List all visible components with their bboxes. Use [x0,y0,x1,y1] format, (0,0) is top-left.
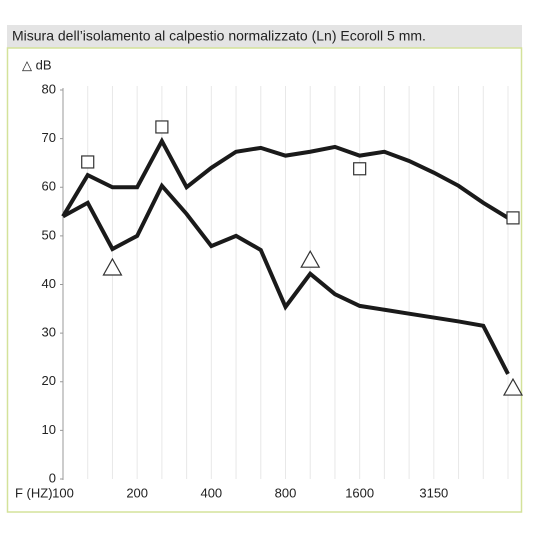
square-marker [353,162,367,176]
x-tick-label: 3150 [419,485,448,500]
data-line [62,182,510,375]
y-tick-label: 10 [42,422,56,437]
data-line [61,136,510,220]
title-bar [7,25,522,48]
triangle-marker [300,249,321,268]
y-tick-label: 70 [42,130,56,145]
x-tick-label: 1600 [345,485,374,500]
frame [6,47,523,513]
y-tick-label: 40 [42,276,56,291]
chart-title: Misura dell’isolamento al calpestio norm… [12,28,426,44]
y-axis-label: △ dB [22,57,52,72]
triangle-marker [102,257,123,276]
x-axis-label: F (HZ) [15,485,53,500]
triangle-marker [502,377,524,396]
square-marker [506,211,520,225]
y-tick-label: 30 [42,325,56,340]
square-marker [155,120,169,134]
y-tick-label: 60 [42,179,56,194]
y-tick-label: 0 [49,470,56,485]
x-tick-label: 200 [126,485,148,500]
square-marker [81,155,95,169]
y-tick-label: 80 [42,81,56,96]
y-tick-label: 50 [42,227,56,242]
x-tick-label: 800 [275,485,297,500]
y-tick-label: 20 [42,373,56,388]
x-tick-label: 100 [52,485,74,500]
x-tick-label: 400 [200,485,222,500]
